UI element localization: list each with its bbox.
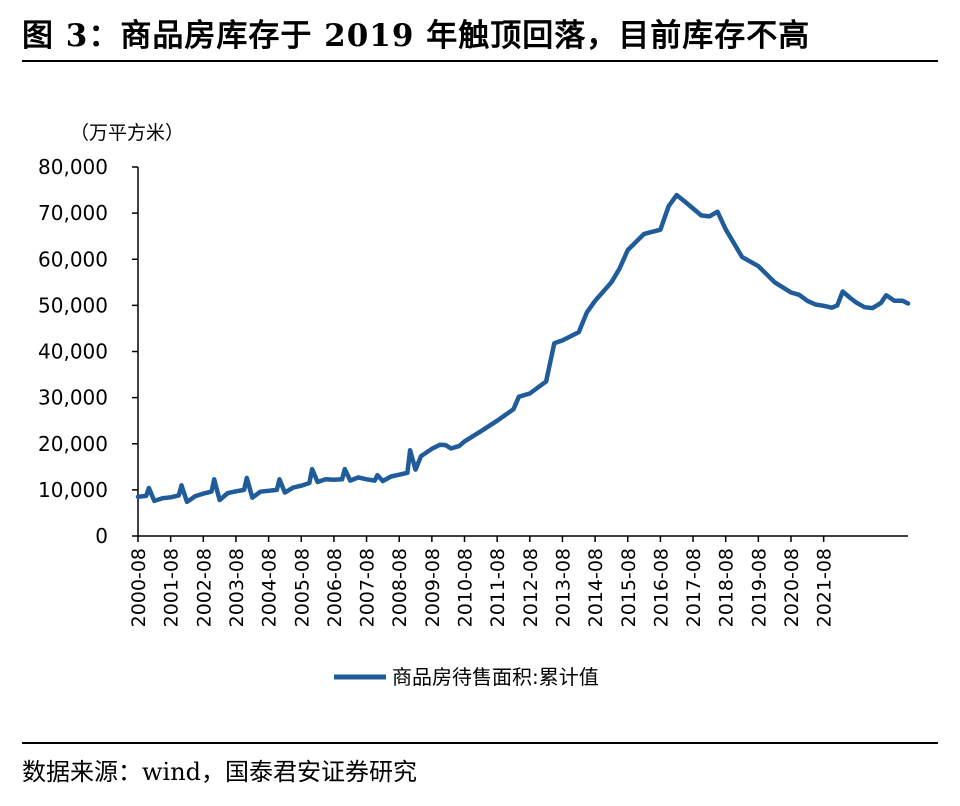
x-tick-label: 2019-08 xyxy=(748,548,770,627)
x-tick-label: 2000-08 xyxy=(128,548,150,627)
source-rule xyxy=(22,742,938,744)
x-tick-label: 2007-08 xyxy=(357,548,379,627)
x-tick-label: 2011-08 xyxy=(487,548,509,627)
x-tick-label: 2006-08 xyxy=(324,548,346,627)
legend: 商品房待售面积:累计值 xyxy=(334,665,599,689)
x-tick-label: 2009-08 xyxy=(422,548,444,627)
x-tick-label: 2001-08 xyxy=(161,548,183,627)
x-tick-label: 2017-08 xyxy=(683,548,705,627)
x-tick-label: 2012-08 xyxy=(520,548,542,627)
x-tick-label: 2013-08 xyxy=(552,548,574,627)
x-tick-label: 2014-08 xyxy=(585,548,607,627)
x-tick-label: 2008-08 xyxy=(389,548,411,627)
x-tick-label: 2002-08 xyxy=(193,548,215,627)
y-tick-label: 70,000 xyxy=(38,201,108,225)
line-chart: 0 10,000 20,000 30,000 40,000 50,000 60,000 70,… xyxy=(38,122,911,689)
x-tick-label: 2010-08 xyxy=(455,548,477,627)
x-axis: 2000-08 2001-08 2002-08 2003-08 2004-08 2005-… xyxy=(128,535,908,627)
x-tick-label: 2015-08 xyxy=(618,548,640,627)
x-tick-label: 2016-08 xyxy=(650,548,672,627)
legend-label: 商品房待售面积:累计值 xyxy=(392,665,599,689)
y-tick-label: 50,000 xyxy=(38,293,108,317)
y-tick-label: 60,000 xyxy=(38,247,108,271)
source-note: 数据来源：wind，国泰君安证券研究 xyxy=(22,758,418,786)
title-rule xyxy=(22,60,938,62)
y-axis: 0 10,000 20,000 30,000 40,000 50,000 60,000 70,… xyxy=(38,155,139,548)
y-tick-label: 80,000 xyxy=(38,155,108,179)
x-tick-label: 2020-08 xyxy=(781,548,803,627)
y-tick-label: 0 xyxy=(95,524,108,548)
x-tick-label: 2003-08 xyxy=(226,548,248,627)
y-tick-label: 40,000 xyxy=(38,340,108,364)
y-tick-label: 20,000 xyxy=(38,432,108,456)
x-tick-label: 2005-08 xyxy=(291,548,313,627)
series-line xyxy=(135,192,911,505)
x-tick-label: 2021-08 xyxy=(814,548,836,627)
series-layer xyxy=(135,192,911,505)
figure-title: 图 3：商品房库存于 2019 年触顶回落，目前库存不高 xyxy=(22,18,811,54)
y-unit-label: （万平方米） xyxy=(70,122,184,144)
x-tick-label: 2018-08 xyxy=(716,548,738,627)
y-tick-label: 30,000 xyxy=(38,386,108,410)
y-tick-label: 10,000 xyxy=(38,478,108,502)
x-tick-label: 2004-08 xyxy=(259,548,281,627)
